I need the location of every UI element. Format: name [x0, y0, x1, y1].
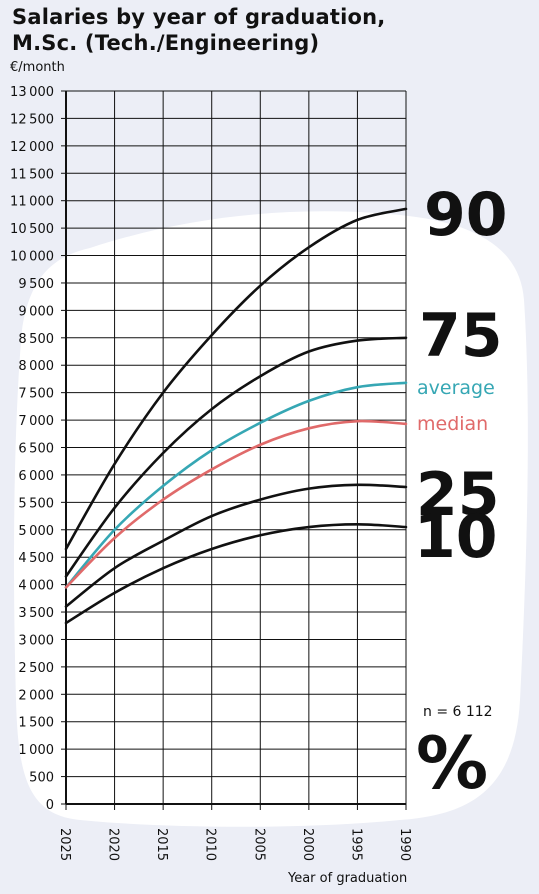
y-tick-label: 10 500 — [10, 222, 54, 237]
y-tick-label: 9 000 — [18, 304, 54, 319]
y-tick-label: 13 000 — [10, 85, 54, 100]
y-tick-label: 4 000 — [18, 579, 54, 594]
x-tick-label: 2010 — [203, 828, 218, 861]
y-tick-label: 6 000 — [18, 469, 54, 484]
grid — [61, 90, 407, 810]
series-line-90 — [64, 207, 408, 551]
series-label-median: median — [417, 413, 488, 435]
y-tick-label: 9 500 — [18, 277, 54, 292]
y-tick-label: 7 500 — [18, 387, 54, 402]
series-label-75: 75 — [419, 301, 503, 371]
y-tick-label: 12 500 — [10, 112, 54, 127]
series-label-10: 10 — [414, 502, 498, 572]
y-tick-label: 4 500 — [18, 551, 54, 566]
y-tick-label: 5 500 — [18, 496, 54, 511]
y-tick-label: 11 000 — [10, 195, 54, 210]
y-tick-label: 12 000 — [10, 140, 54, 155]
series-label-25: 25 — [416, 460, 500, 530]
chart-title-line-1: Salaries by year of graduation, — [12, 5, 386, 29]
series-line-average — [64, 381, 408, 589]
y-tick-label: 1 500 — [18, 716, 54, 731]
x-tick-label: 2005 — [251, 828, 266, 861]
y-tick-label: 11 500 — [10, 167, 54, 182]
y-tick-label: 5 000 — [18, 524, 54, 539]
series-line-median — [64, 419, 408, 589]
x-tick-label: 1995 — [348, 828, 363, 861]
y-tick-label: 2 000 — [18, 688, 54, 703]
series-lines — [64, 207, 408, 625]
series-label-average: average — [417, 377, 495, 399]
y-tick-label: 6 500 — [18, 442, 54, 457]
y-tick-label: 8 500 — [18, 332, 54, 347]
y-tick-label: 10 000 — [10, 250, 54, 265]
y-tick-label: 0 — [46, 798, 54, 813]
y-tick-labels: 0 500 1 000 1 500 2 000 2 500 3 000 3 500 4 000 4… — [10, 85, 54, 813]
series-line-75 — [64, 336, 408, 578]
chart-title: Salaries by year of graduation, M.Sc. (T… — [12, 4, 385, 56]
x-tick-label: 2025 — [57, 828, 72, 861]
series-label-90: 90 — [424, 180, 508, 250]
x-axis-label: Year of graduation — [287, 871, 407, 886]
y-tick-label: 8 000 — [18, 359, 54, 374]
x-tick-labels: 2025 2020 2015 2010 2005 2000 1995 1990 — [57, 828, 412, 861]
y-tick-label: 2 500 — [18, 661, 54, 676]
x-tick-label: 2015 — [154, 828, 169, 861]
y-tick-label: 3 000 — [18, 633, 54, 648]
series-line-25 — [64, 483, 408, 608]
y-tick-label: 1 000 — [18, 743, 54, 758]
series-line-10 — [64, 522, 408, 625]
x-tick-label: 2000 — [300, 828, 315, 861]
sample-size-note: n = 6 112 — [423, 704, 493, 720]
x-tick-label: 2020 — [106, 828, 121, 861]
percent-sign: % — [416, 721, 488, 805]
y-tick-label: 500 — [29, 771, 54, 786]
chart-title-line-2: M.Sc. (Tech./Engineering) — [12, 31, 320, 55]
y-tick-label: 3 500 — [18, 606, 54, 621]
x-tick-label: 1990 — [397, 828, 412, 861]
y-axis-label: €/month — [10, 60, 65, 75]
y-tick-label: 7 000 — [18, 414, 54, 429]
